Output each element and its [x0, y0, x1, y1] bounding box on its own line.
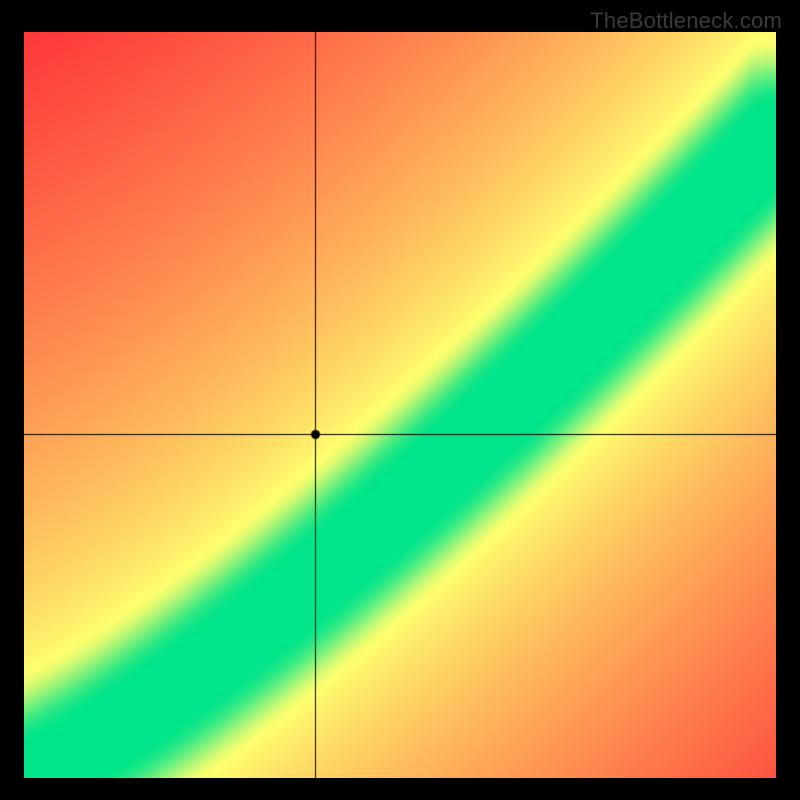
- watermark-text: TheBottleneck.com: [590, 8, 782, 34]
- heatmap-plot: [24, 32, 776, 778]
- chart-container: TheBottleneck.com: [0, 0, 800, 800]
- heatmap-canvas: [24, 32, 776, 778]
